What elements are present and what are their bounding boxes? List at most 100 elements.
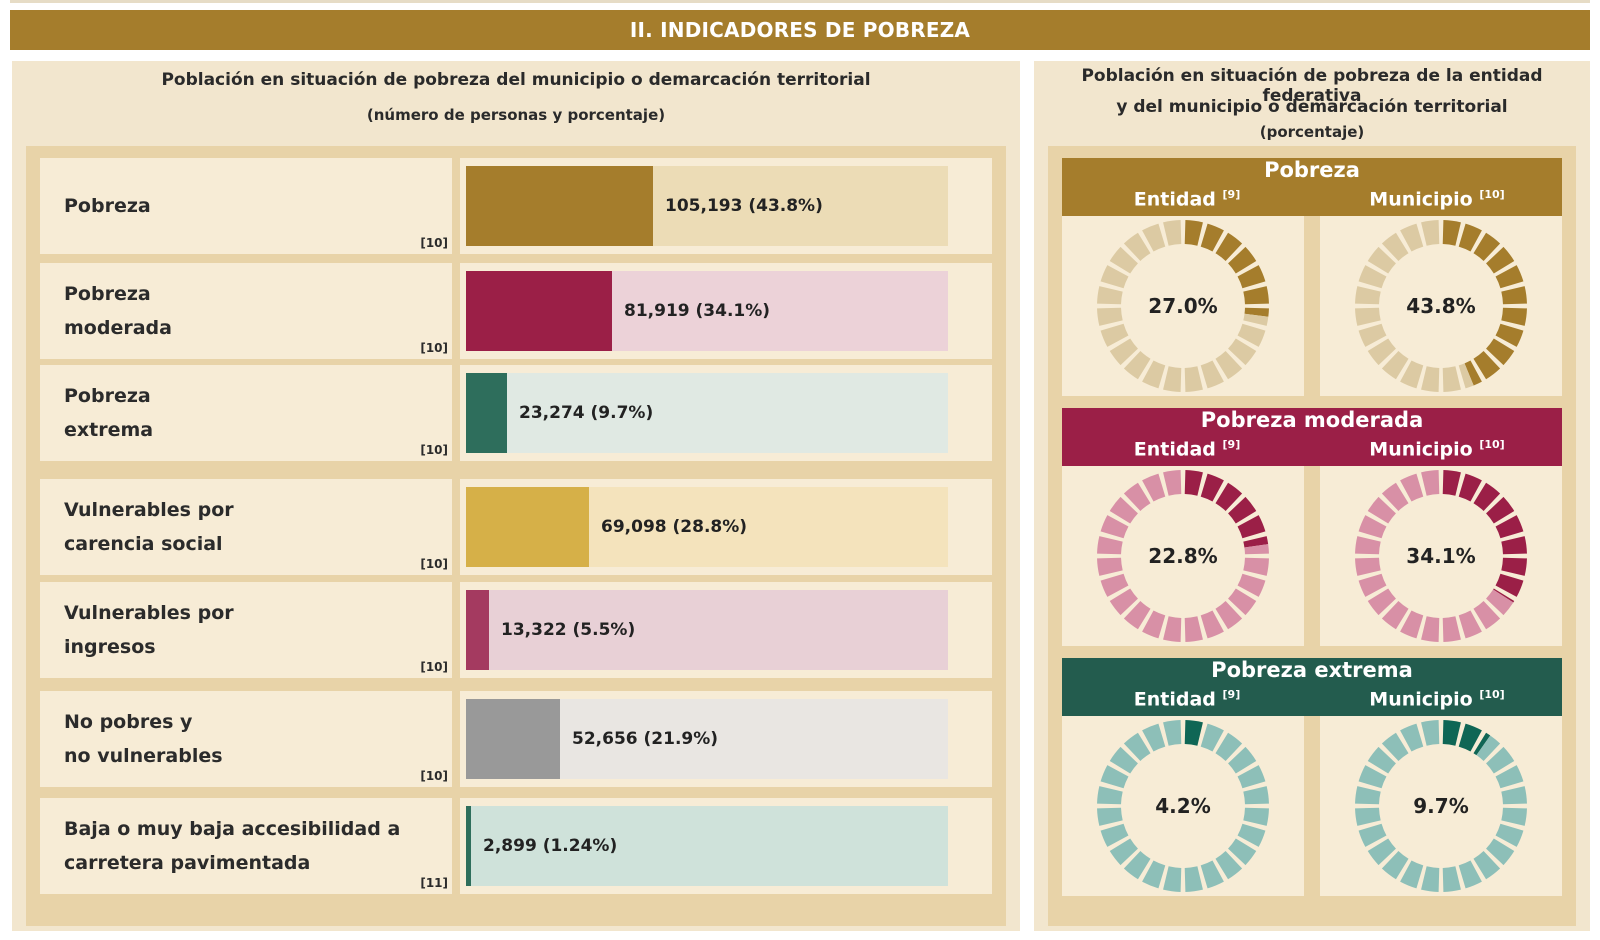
bar-chart-subtitle: (número de personas y porcentaje) [366, 106, 666, 124]
donut-segment-empty [1486, 746, 1515, 774]
bar-row: No pobres y no vulnerables [10] 52,656 (21.… [40, 691, 992, 787]
donut-section-header: Pobreza Entidad [9] Municipio [10] [1062, 158, 1562, 216]
donut-segment-empty [1163, 366, 1182, 392]
donut-segment-filled [1237, 265, 1266, 289]
donut-segment-empty [1501, 786, 1527, 805]
donut-segment-empty [1381, 232, 1409, 261]
donut-segment-empty [1355, 286, 1381, 305]
bar-label-cell: Vulnerables por carencia social [10] [40, 479, 452, 575]
donut-segment-empty [1381, 351, 1409, 380]
donut-segment-filled [1442, 720, 1461, 746]
donut-segment-empty [1100, 573, 1129, 597]
bar-label-cell: No pobres y no vulnerables [10] [40, 691, 452, 787]
bar-value-label: 2,899 (1.24%) [483, 836, 618, 856]
donut-chart [1097, 220, 1269, 392]
bar [466, 699, 560, 779]
donut-segment-empty [1473, 851, 1501, 880]
donut-segment-empty [1163, 866, 1182, 892]
donut-segment-filled [1464, 360, 1482, 386]
donut-segment-empty [1142, 723, 1166, 752]
donut-column-label-text: Entidad [1133, 688, 1216, 711]
bar-row: Vulnerables por carencia social [10] 69,098… [40, 479, 992, 575]
donut-column-label: Entidad [9] [1062, 188, 1312, 210]
bar-category-label: Vulnerables por carencia social [64, 493, 444, 561]
donut-value-label: 27.0% [1148, 294, 1218, 318]
donut-segment-empty [1358, 515, 1387, 539]
donut-segment-empty [1109, 746, 1138, 774]
bar-category-label-line: extrema [64, 419, 154, 441]
bar [466, 487, 589, 567]
donut-segment-empty [1100, 515, 1129, 539]
donut-segment-empty [1123, 351, 1151, 380]
donut-segment-empty [1228, 838, 1257, 866]
donut-column-label: Municipio [10] [1312, 688, 1562, 710]
bar-value-label: 13,322 (5.5%) [501, 620, 636, 640]
donut-segment-empty [1142, 360, 1166, 389]
bar-cell: 81,919 (34.1%) [460, 263, 992, 359]
donut-section: Pobreza extrema Entidad [9] Municipio [10]… [1062, 658, 1562, 898]
donut-section-title: Pobreza [1264, 158, 1360, 182]
donut-segment-empty [1381, 482, 1409, 511]
donut-segment-empty [1109, 338, 1138, 366]
donut-column-source-ref: [9] [1222, 688, 1241, 701]
bar-label-cell: Pobreza [10] [40, 158, 452, 254]
donut-segment-empty [1097, 557, 1123, 576]
donut-segment-empty [1228, 338, 1257, 366]
donut-segment-empty [1421, 220, 1440, 246]
donut-segment-empty [1501, 807, 1527, 826]
donut-segment-empty [1355, 807, 1381, 826]
donut-segment-empty [1458, 610, 1482, 639]
donut-segment-empty [1400, 723, 1424, 752]
donut-segment-empty [1200, 610, 1224, 639]
bar-chart-area: Pobreza [10] 105,193 (43.8%) Pobreza moderad… [26, 146, 1006, 926]
bar-category-label-line: carretera pavimentada [64, 852, 311, 874]
bar-value-label: 105,193 (43.8%) [665, 196, 823, 216]
donut-segment-empty [1421, 866, 1440, 892]
donut-segment-empty [1142, 860, 1166, 889]
donut-segment-empty [1237, 823, 1266, 847]
donut-segment-empty [1476, 735, 1501, 761]
donut-value-label: 9.7% [1413, 794, 1469, 818]
bar-category-label-line: no vulnerables [64, 745, 223, 767]
donut-chart-area: Pobreza Entidad [9] Municipio [10] 27.0% 43.… [1048, 146, 1576, 926]
bar-category-label-line: Vulnerables por [64, 602, 234, 624]
donut-segment-empty [1100, 323, 1129, 347]
bar-row: Vulnerables por ingresos [10] 13,322 (5.5%) [40, 582, 992, 678]
donut-section-header: Pobreza extrema Entidad [9] Municipio [10] [1062, 658, 1562, 716]
donut-segment-empty [1228, 588, 1257, 616]
donut-segment-empty [1367, 838, 1396, 866]
donut-segment-filled [1501, 536, 1527, 555]
donut-column-label: Entidad [9] [1062, 438, 1312, 460]
section-title: II. INDICADORES DE POBREZA [629, 18, 971, 42]
donut-segment-empty [1237, 323, 1266, 347]
donut-segment-empty [1421, 720, 1440, 746]
bar-cell: 52,656 (21.9%) [460, 691, 992, 787]
bar-source-ref: [10] [420, 341, 448, 355]
donut-chart [1097, 720, 1269, 892]
donut-cell-entidad: 27.0% [1062, 216, 1304, 396]
donut-column-label-text: Entidad [1133, 188, 1216, 211]
donut-segment-empty [1200, 360, 1224, 389]
donut-segment-filled [1473, 351, 1501, 380]
donut-segment-empty [1355, 786, 1381, 805]
bar-category-label-line: carencia social [64, 533, 223, 555]
bar-category-label-line: Pobreza [64, 195, 151, 217]
donut-segment-filled [1458, 223, 1482, 252]
donut-segment-empty [1381, 851, 1409, 880]
donut-segment-filled [1501, 557, 1527, 576]
donut-segment-filled [1200, 473, 1224, 502]
donut-segment-filled [1501, 307, 1527, 326]
bar-chart-panel: Población en situación de pobreza del mu… [12, 61, 1020, 931]
donut-segment-filled [1243, 286, 1269, 305]
donut-segment-empty [1473, 601, 1501, 630]
donut-segment-empty [1123, 851, 1151, 880]
donut-column-label-text: Municipio [1369, 688, 1473, 711]
donut-cell-municipio: 43.8% [1320, 216, 1562, 396]
donut-segment-empty [1381, 732, 1409, 761]
bar-source-ref: [10] [420, 236, 448, 250]
donut-segment-empty [1215, 351, 1243, 380]
donut-segment-filled [1228, 246, 1257, 274]
donut-segment-filled [1495, 323, 1524, 347]
donut-segment-empty [1421, 470, 1440, 496]
donut-segment-empty [1495, 823, 1524, 847]
